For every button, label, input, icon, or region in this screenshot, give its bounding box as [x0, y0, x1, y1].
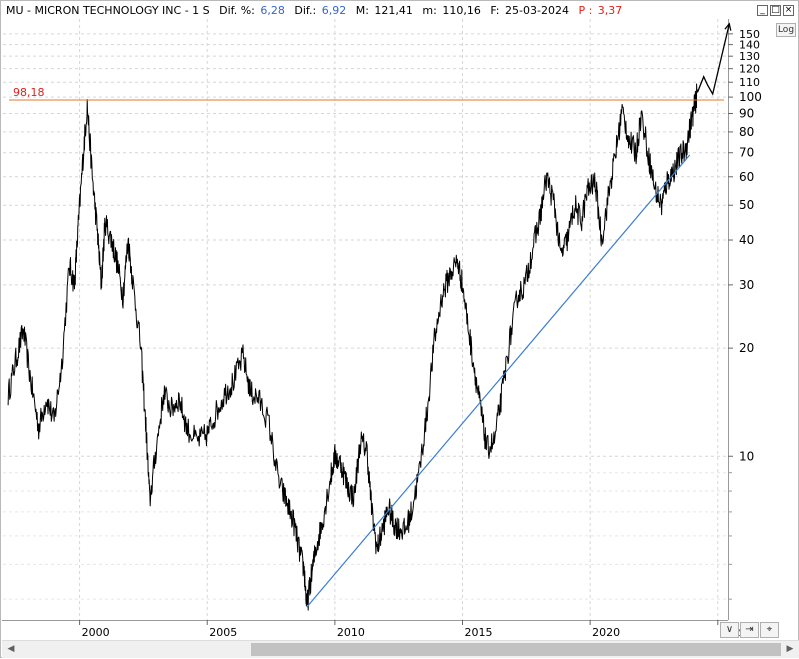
y-tick-label: 120: [739, 63, 760, 76]
chevron-down-icon[interactable]: ∨: [720, 622, 739, 638]
x-tick-label: 2005: [209, 626, 237, 639]
fit-right-icon[interactable]: ⇥: [740, 622, 759, 638]
price-series-line: [7, 83, 698, 611]
dif-pct-value: 6,28: [260, 4, 285, 17]
max-value: 121,41: [374, 4, 413, 17]
y-tick-label: 40: [739, 233, 754, 247]
window-controls: _ □ ×: [757, 5, 794, 17]
x-tick-label: 2015: [465, 626, 493, 639]
y-tick-label: 20: [739, 341, 754, 355]
close-icon[interactable]: ×: [783, 5, 794, 16]
y-tick-label: 80: [739, 125, 754, 139]
y-tick-label: 100: [739, 90, 762, 104]
dif-label: Dif.:: [294, 4, 317, 17]
date-value: 25-03-2024: [505, 4, 569, 17]
min-label: m:: [422, 4, 437, 17]
chart-header: MU - MICRON TECHNOLOGY INC - 1 S Dif. %:…: [2, 2, 797, 20]
y-tick-label: 30: [739, 278, 754, 292]
dif-value: 6,92: [321, 4, 347, 17]
x-tick-label: 2000: [82, 626, 110, 639]
p-value: 3,37: [597, 4, 623, 17]
y-tick-label: 150: [739, 28, 760, 41]
y-tick-label: 140: [739, 39, 760, 52]
crosshair-icon[interactable]: ⌖: [760, 622, 779, 638]
x-tick-label: 2020: [592, 626, 620, 639]
y-tick-label: 10: [739, 449, 754, 463]
log-scale-toggle[interactable]: Log: [776, 23, 796, 37]
projection-line: [696, 23, 730, 96]
min-value: 110,16: [442, 4, 481, 17]
y-tick-label: 60: [739, 170, 754, 184]
y-tick-label: 110: [739, 76, 760, 89]
y-tick-label: 70: [739, 146, 754, 160]
p-label: P :: [578, 4, 593, 17]
x-tick-label: 2010: [337, 626, 365, 639]
minimize-icon[interactable]: _: [757, 5, 768, 16]
max-label: M:: [355, 4, 369, 17]
symbol-label: MU - MICRON TECHNOLOGY INC - 1 S: [6, 4, 210, 17]
maximize-icon[interactable]: □: [770, 5, 781, 16]
y-tick-label: 50: [739, 198, 754, 212]
date-label: F:: [490, 4, 500, 17]
y-tick-label: 130: [739, 50, 760, 63]
resistance-label: 98,18: [13, 86, 45, 99]
projection-arrowhead: [724, 22, 732, 31]
scroll-left-icon[interactable]: ◀: [7, 644, 15, 654]
navigation-buttons: ∨ ⇥ ⌖: [720, 622, 779, 638]
scrollbar-thumb[interactable]: [251, 643, 781, 656]
y-tick-label: 90: [739, 107, 754, 121]
horizontal-scrollbar[interactable]: ◀ ▶: [2, 640, 799, 658]
support-trendline: [306, 154, 691, 608]
dif-pct-label: Dif. %:: [219, 4, 255, 17]
scroll-right-icon[interactable]: ▶: [786, 644, 794, 654]
